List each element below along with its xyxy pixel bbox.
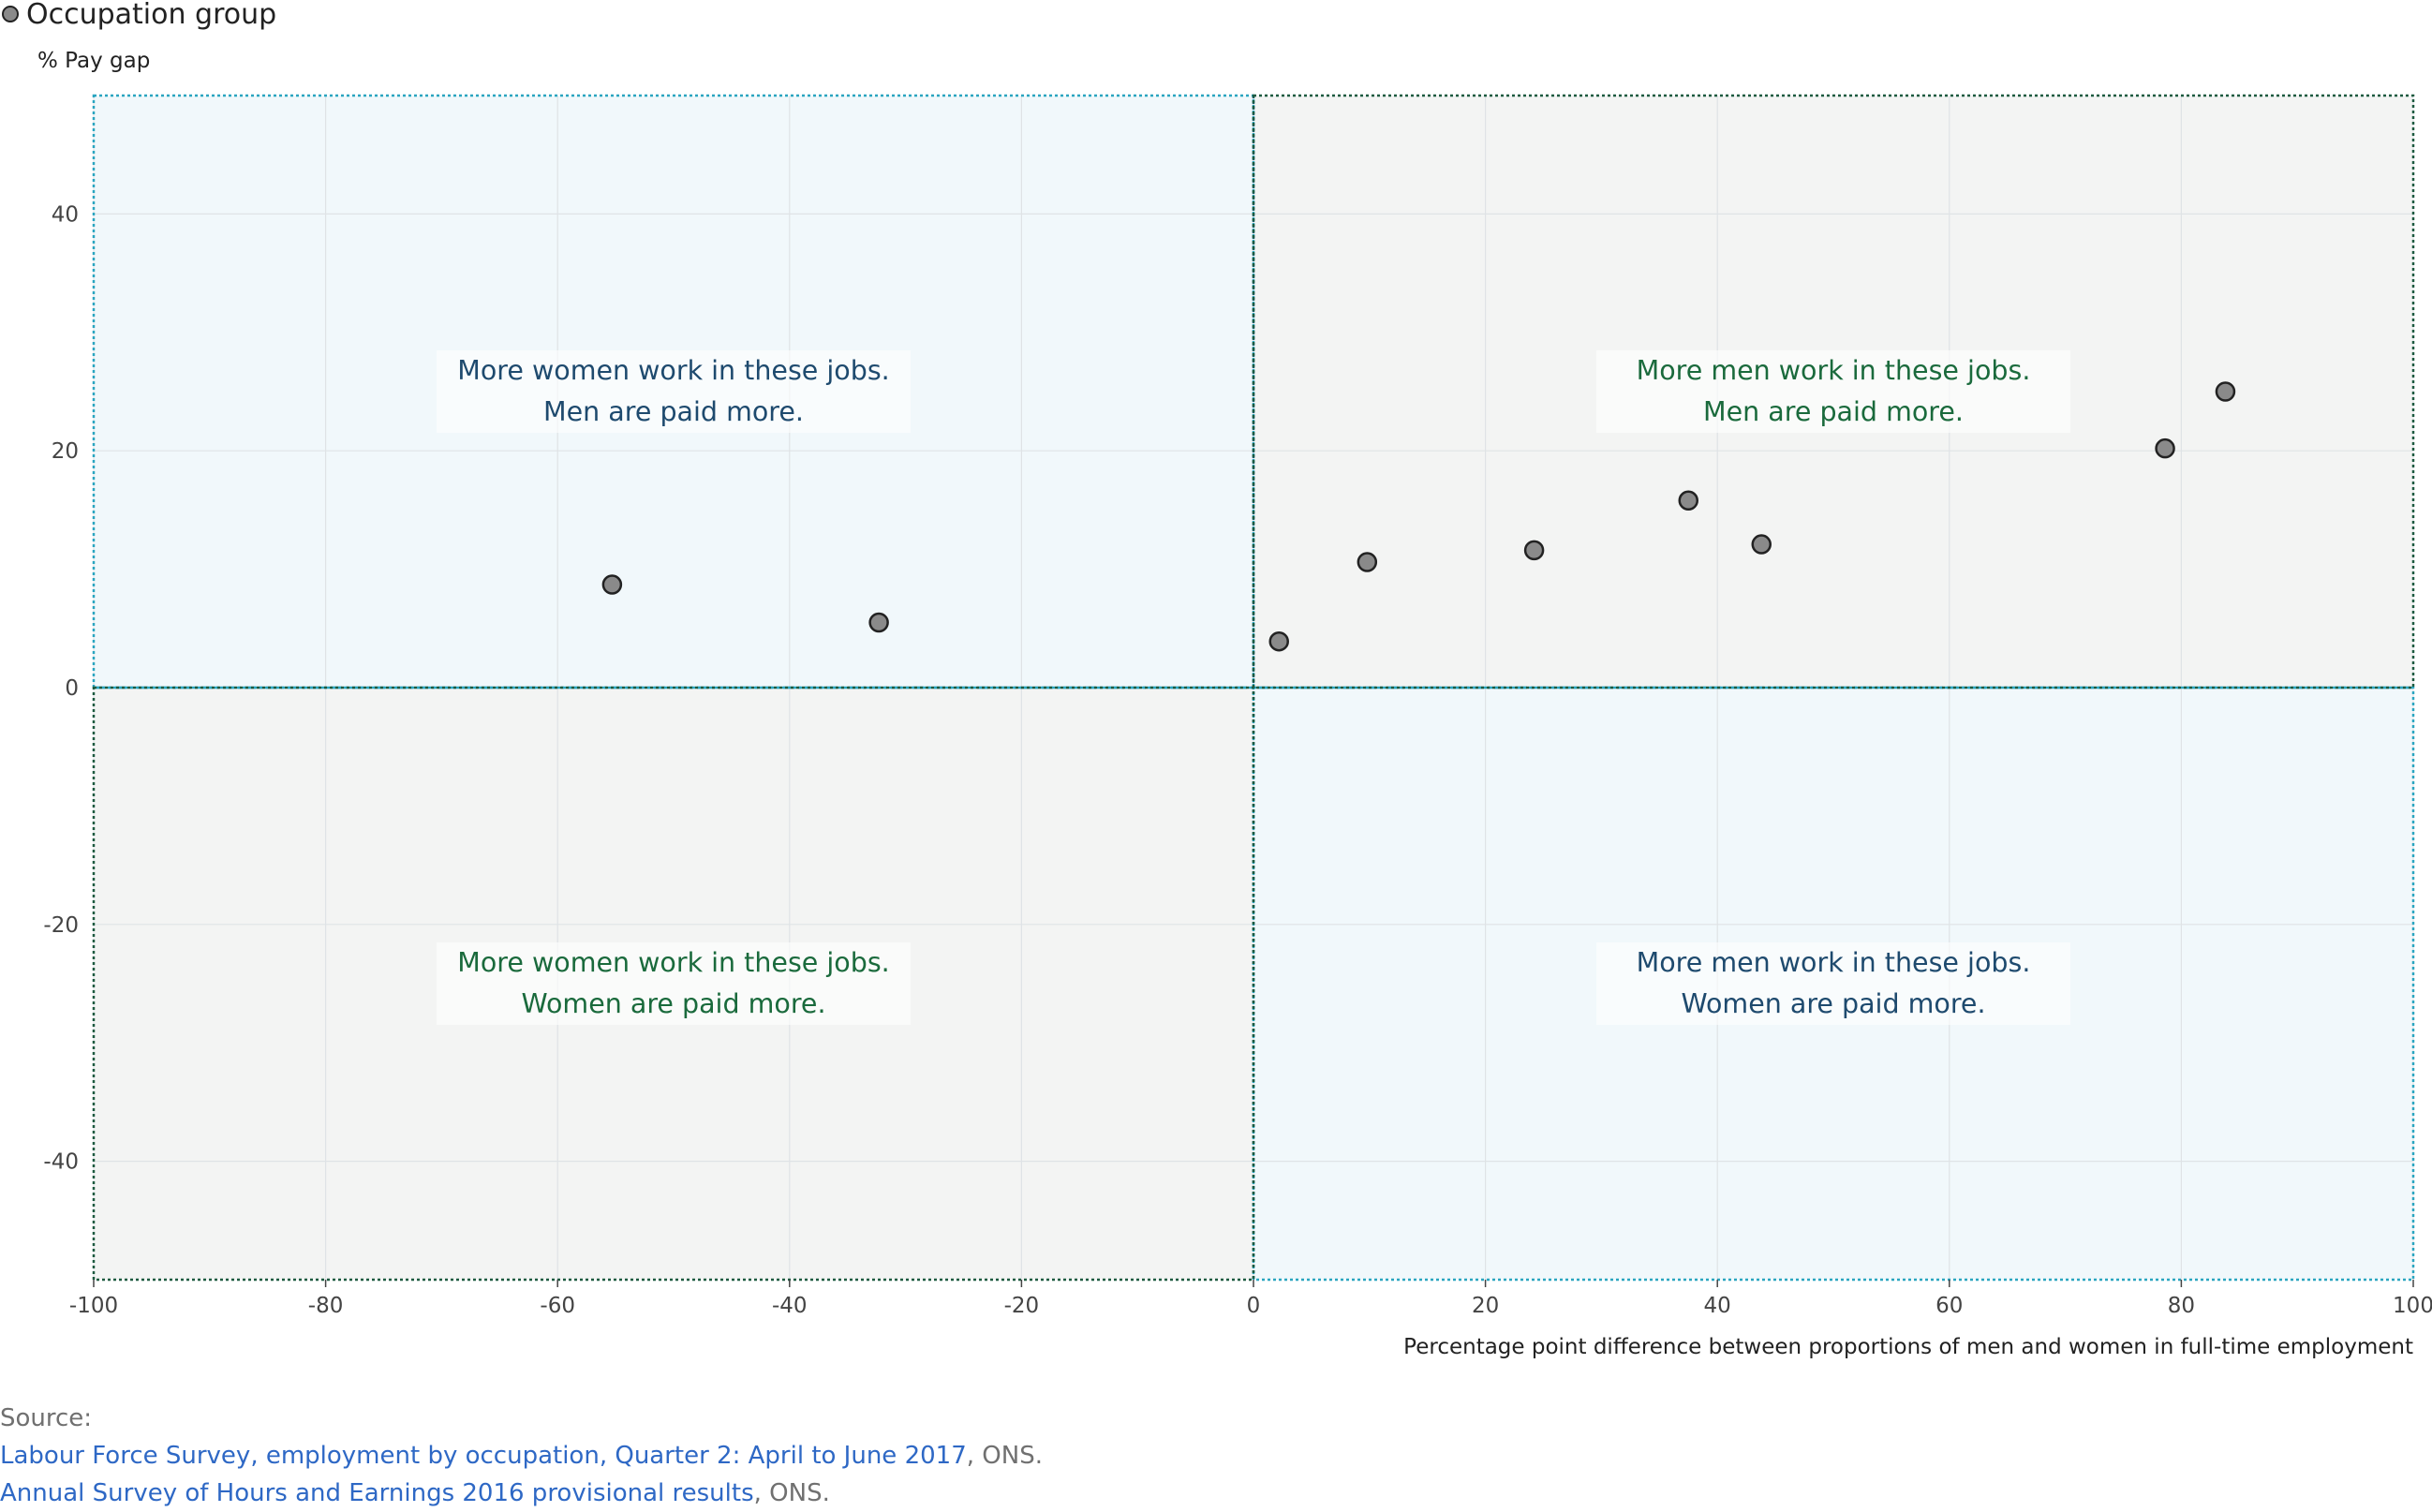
x-axis-title: Percentage point difference between prop… — [1403, 1335, 2413, 1359]
data-point — [2155, 437, 2175, 459]
annotation-line-top-right: Men are paid more. — [1703, 396, 1964, 427]
source-suffix-2: , ONS. — [753, 1479, 830, 1507]
annotation-line-top-left: Men are paid more. — [543, 396, 804, 427]
data-point — [1751, 534, 1772, 555]
x-axis-ticks: -100 -80 -60 -40 -20 0 20 40 60 80 100 — [69, 1280, 2432, 1318]
x-tick-label: -40 — [772, 1294, 808, 1318]
annotation-box-bottom-left — [437, 942, 911, 1025]
quadrant-border-bottom-left — [92, 686, 1255, 1282]
annotation-line-bottom-left: Women are paid more. — [521, 988, 825, 1019]
x-tick-label: 40 — [1704, 1294, 1731, 1318]
data-point — [868, 612, 889, 633]
annotation-box-top-left — [437, 350, 911, 433]
source-link-ashe[interactable]: Annual Survey of Hours and Earnings 2016… — [0, 1479, 754, 1507]
quadrant-borders — [92, 94, 2415, 1282]
source-line-1: Labour Force Survey, employment by occup… — [0, 1437, 1043, 1475]
source-block: Source: Labour Force Survey, employment … — [0, 1400, 1043, 1512]
x-tick-label: -100 — [69, 1294, 118, 1318]
data-point — [601, 574, 623, 595]
y-tick-label: 0 — [65, 676, 79, 701]
legend-label: Occupation group — [26, 0, 277, 31]
x-tick-label: 100 — [2393, 1294, 2432, 1318]
quadrant-border-top-left — [92, 94, 1255, 689]
x-tick-label: -80 — [308, 1294, 344, 1318]
source-suffix-1: , ONS. — [966, 1442, 1043, 1470]
x-tick-label: 0 — [1247, 1294, 1261, 1318]
annotation-box-bottom-right — [1596, 942, 2070, 1025]
source-label: Source: — [0, 1404, 93, 1432]
y-tick-label: 20 — [52, 439, 79, 464]
data-point — [1357, 552, 1378, 572]
annotation-box-top-right — [1596, 350, 2070, 433]
annotation-line-top-left: More women work in these jobs. — [457, 355, 890, 386]
quadrant-annotations: More women work in these jobs. Men are pa… — [437, 350, 2070, 1025]
quadrant-border-top-right — [1252, 94, 2415, 689]
data-point — [1268, 630, 1289, 652]
y-axis-ticks: -40 -20 0 20 40 — [43, 202, 79, 1174]
data-points — [601, 381, 2236, 652]
source-line-2: Annual Survey of Hours and Earnings 2016… — [0, 1475, 1043, 1512]
y-tick-label: -40 — [43, 1150, 79, 1175]
x-tick-label: 60 — [1935, 1294, 1963, 1318]
x-tick-label: -20 — [1004, 1294, 1040, 1318]
y-axis-title: % Pay gap — [37, 49, 150, 73]
annotation-line-bottom-left: More women work in these jobs. — [457, 947, 890, 978]
y-tick-label: 40 — [52, 202, 79, 227]
legend-marker-icon — [2, 6, 19, 22]
x-tick-label: -60 — [540, 1294, 575, 1318]
data-point — [2215, 381, 2236, 402]
data-point — [1523, 540, 1545, 561]
legend[interactable]: Occupation group — [2, 0, 277, 31]
annotation-line-bottom-right: Women are paid more. — [1681, 988, 1985, 1019]
data-point — [1678, 490, 1698, 511]
annotation-line-bottom-right: More men work in these jobs. — [1637, 947, 2031, 978]
source-link-lfs[interactable]: Labour Force Survey, employment by occup… — [0, 1442, 967, 1470]
x-tick-label: 80 — [2168, 1294, 2195, 1318]
y-tick-label: -20 — [43, 913, 79, 938]
x-tick-label: 20 — [1472, 1294, 1499, 1318]
annotation-line-top-right: More men work in these jobs. — [1637, 355, 2031, 386]
quadrant-border-bottom-right — [1252, 686, 2415, 1282]
